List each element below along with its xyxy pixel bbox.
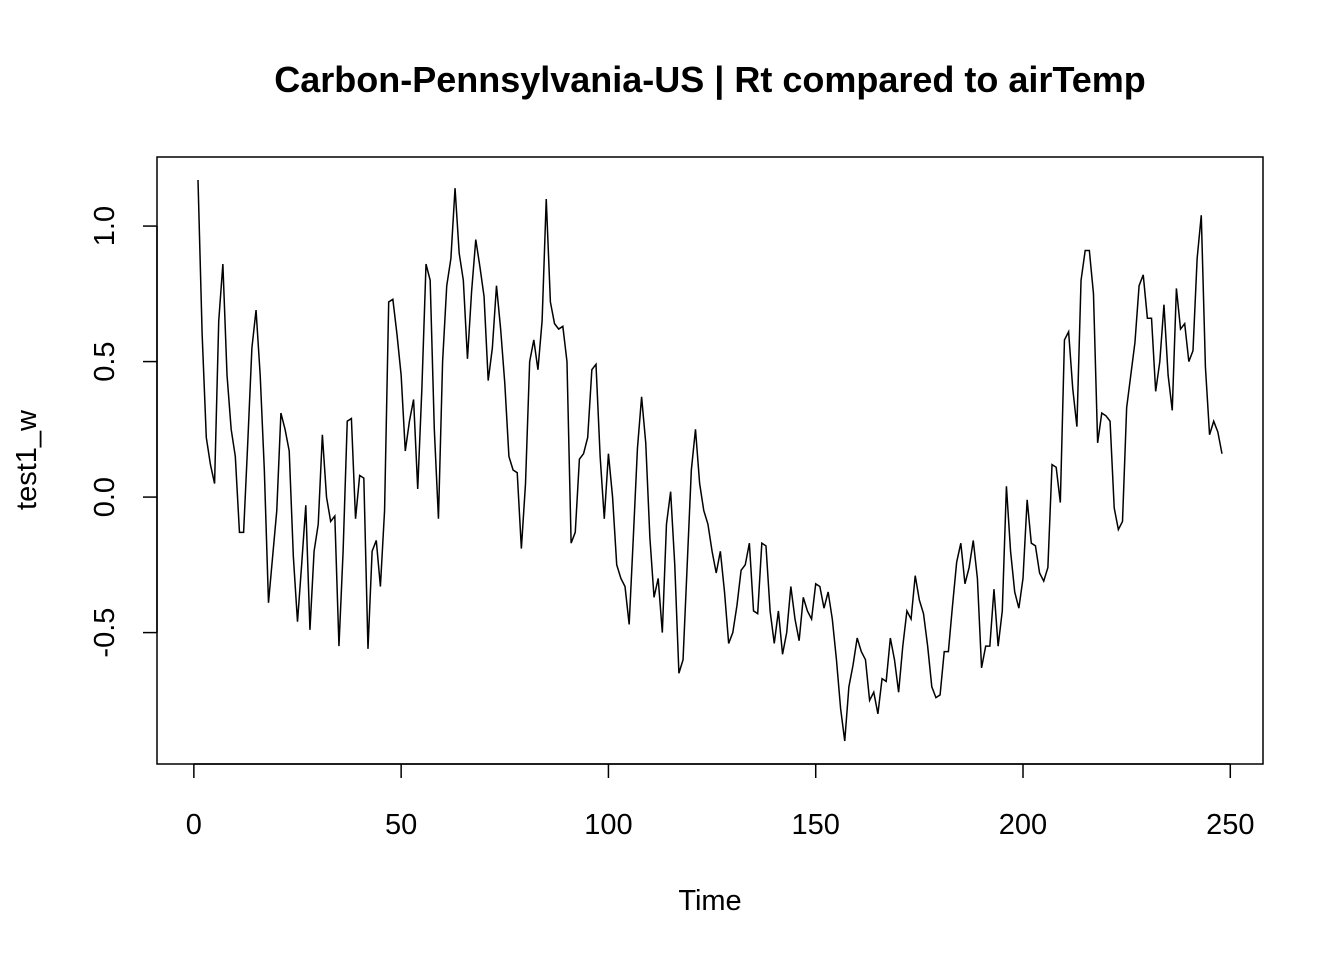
y-axis-label: test1_w (11, 409, 43, 510)
plot-frame (156, 156, 1264, 765)
y-axis: -0.5 0.0 0.5 1.0 (89, 206, 158, 658)
x-tick-label: 100 (584, 809, 632, 841)
x-axis-label: Time (678, 885, 741, 917)
y-tick-label: 0.0 (89, 477, 121, 517)
x-tick-label: 250 (1206, 809, 1254, 841)
chart-title: Carbon-Pennsylvania-US | Rt compared to … (274, 59, 1146, 101)
y-tick-label: -0.5 (89, 608, 121, 658)
y-tick-label: 1.0 (89, 206, 121, 246)
x-tick-label: 200 (999, 809, 1047, 841)
x-tick-label: 150 (792, 809, 840, 841)
x-tick-label: 0 (186, 809, 202, 841)
series-line (197, 179, 1223, 742)
x-tick-label: 50 (385, 809, 417, 841)
y-tick-label: 0.5 (89, 341, 121, 381)
x-axis: 0 50 100 150 200 250 (186, 763, 1254, 841)
